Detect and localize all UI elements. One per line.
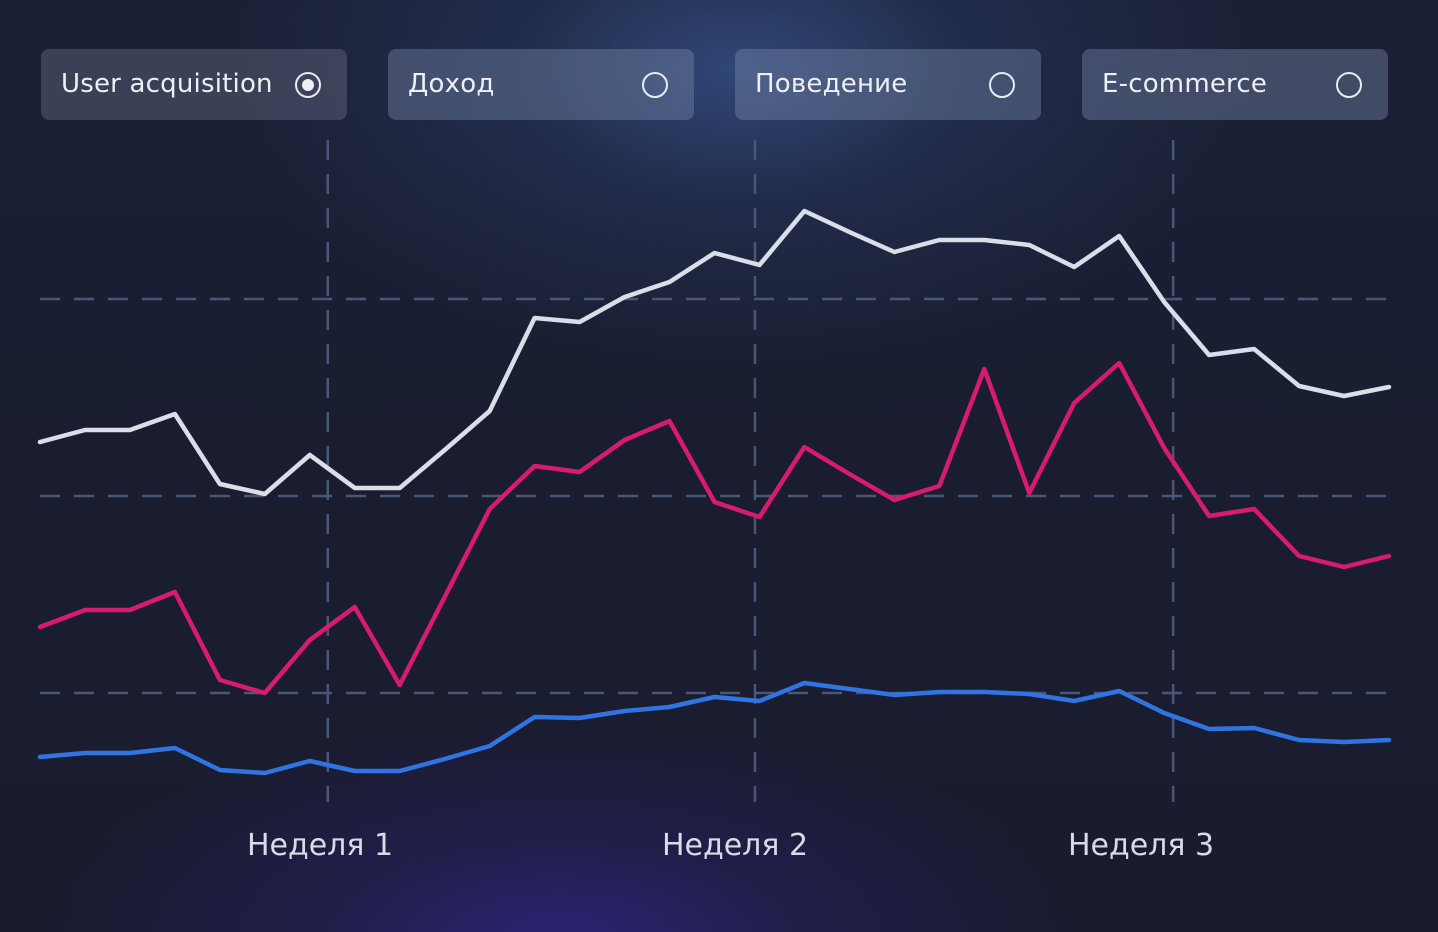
tab-label: Поведение bbox=[755, 69, 908, 99]
series-line-2 bbox=[37, 360, 1392, 696]
tab-revenue[interactable]: Доход bbox=[388, 49, 694, 120]
series-line-3 bbox=[37, 680, 1392, 776]
tab-user-acquisition[interactable]: User acquisition bbox=[41, 49, 347, 120]
series-line-1 bbox=[37, 208, 1392, 497]
tab-behavior[interactable]: Поведение bbox=[735, 49, 1041, 120]
radio-dot bbox=[302, 79, 314, 91]
radio-empty-icon[interactable] bbox=[642, 72, 668, 98]
tab-label: E-commerce bbox=[1102, 69, 1268, 99]
chart-series-group bbox=[37, 208, 1392, 776]
radio-empty-icon[interactable] bbox=[1336, 72, 1362, 98]
chart-grid bbox=[40, 140, 1389, 802]
radio-empty-icon[interactable] bbox=[989, 72, 1015, 98]
radio-selected-icon[interactable] bbox=[295, 72, 321, 98]
week-1-label: Неделя 1 bbox=[246, 828, 394, 863]
metric-tabs: User acquisition Доход Поведение E-comme… bbox=[0, 0, 1438, 140]
tab-ecommerce[interactable]: E-commerce bbox=[1082, 49, 1388, 120]
week-3-label: Неделя 3 bbox=[1067, 828, 1215, 863]
tab-label: Доход bbox=[408, 69, 495, 99]
week-2-label: Неделя 2 bbox=[661, 828, 809, 863]
tab-label: User acquisition bbox=[61, 69, 273, 99]
